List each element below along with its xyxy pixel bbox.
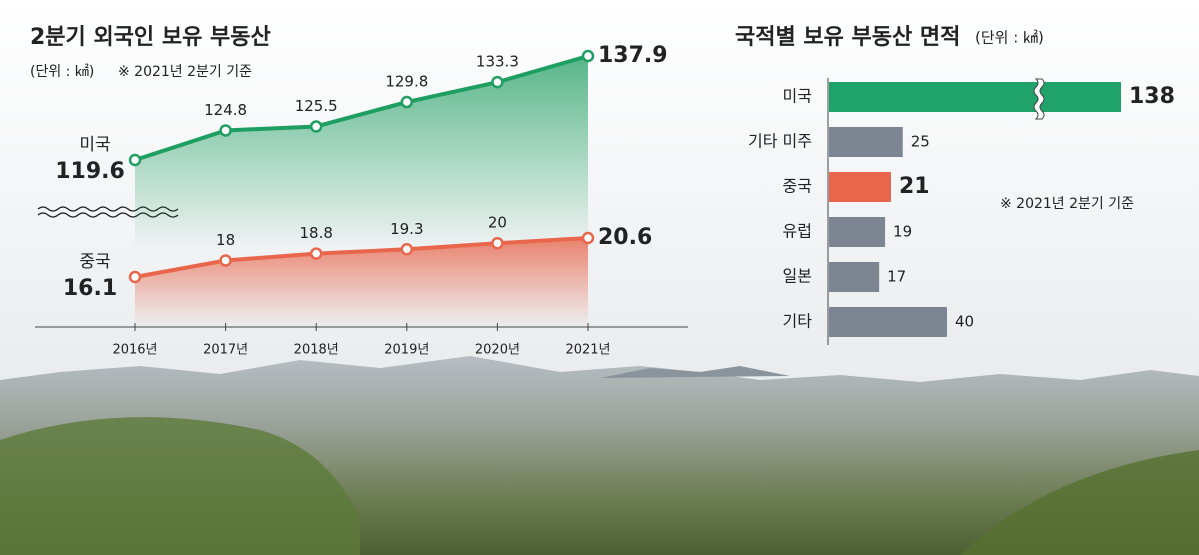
value-label: 18 [216,231,235,249]
value-label: 133.3 [476,53,519,71]
x-tick-label: 2017년 [203,343,248,358]
value-label: 137.9 [598,43,668,68]
y-tick-label: 기타 미주 [748,132,812,151]
value-label: 20 [488,214,507,232]
legend-label: 미국 [79,135,110,155]
bar [829,172,891,202]
area [135,56,588,250]
value-label: 119.6 [55,159,125,184]
point [309,120,323,133]
value-label: 17 [887,268,906,286]
unit: (단위 : ㎢) [975,29,1044,47]
x-tick-label: 2020년 [475,343,520,358]
hill [0,417,360,555]
bar [829,262,880,292]
point [581,231,595,245]
x-tick-label: 2021년 [565,343,610,358]
y-tick-label: 기타 [783,312,813,331]
value-label: 18.8 [299,224,332,242]
value-label: 21 [899,174,930,199]
bar-break [1033,78,1045,120]
value-label: 19.3 [390,220,423,238]
value-label: 129.8 [385,73,428,91]
hill [960,450,1199,555]
x-tick-label: 2016년 [112,343,157,358]
point [400,95,414,109]
point [581,49,595,63]
value-label: 138 [1129,84,1175,109]
y-tick-label: 유럽 [783,222,812,241]
value-label: 25 [911,133,930,151]
legend-label: 중국 [79,252,110,272]
value-label: 40 [955,313,974,331]
chart-title: 국적별 보유 부동산 면적 [735,25,960,50]
y-tick-label: 일본 [783,267,812,286]
value-label: 125.5 [295,97,338,115]
point [400,243,414,256]
point [219,124,232,137]
bar [829,127,903,157]
point [491,75,504,89]
value-label: 19 [893,223,912,241]
value-label: 124.8 [204,101,247,119]
x-tick-label: 2019년 [384,343,429,358]
y-tick-label: 중국 [783,177,812,196]
point [219,254,232,267]
point [309,247,323,260]
point [491,236,504,250]
point [128,270,142,284]
chart-title: 2분기 외국인 보유 부동산 [30,25,271,50]
unit: (단위 : ㎢) [30,64,94,80]
x-tick-label: 2018년 [294,343,339,358]
note: ※ 2021년 2분기 기준 [1000,196,1134,212]
mountain [600,366,790,378]
bar [829,82,1121,112]
point [128,153,142,167]
y-tick-label: 미국 [783,87,812,106]
bar [829,307,947,337]
note: ※ 2021년 2분기 기준 [118,64,252,80]
series-line [134,54,589,162]
value-label: 20.6 [598,225,652,250]
series-line [134,236,589,279]
value-label: 16.1 [63,276,117,301]
bar [829,217,886,247]
